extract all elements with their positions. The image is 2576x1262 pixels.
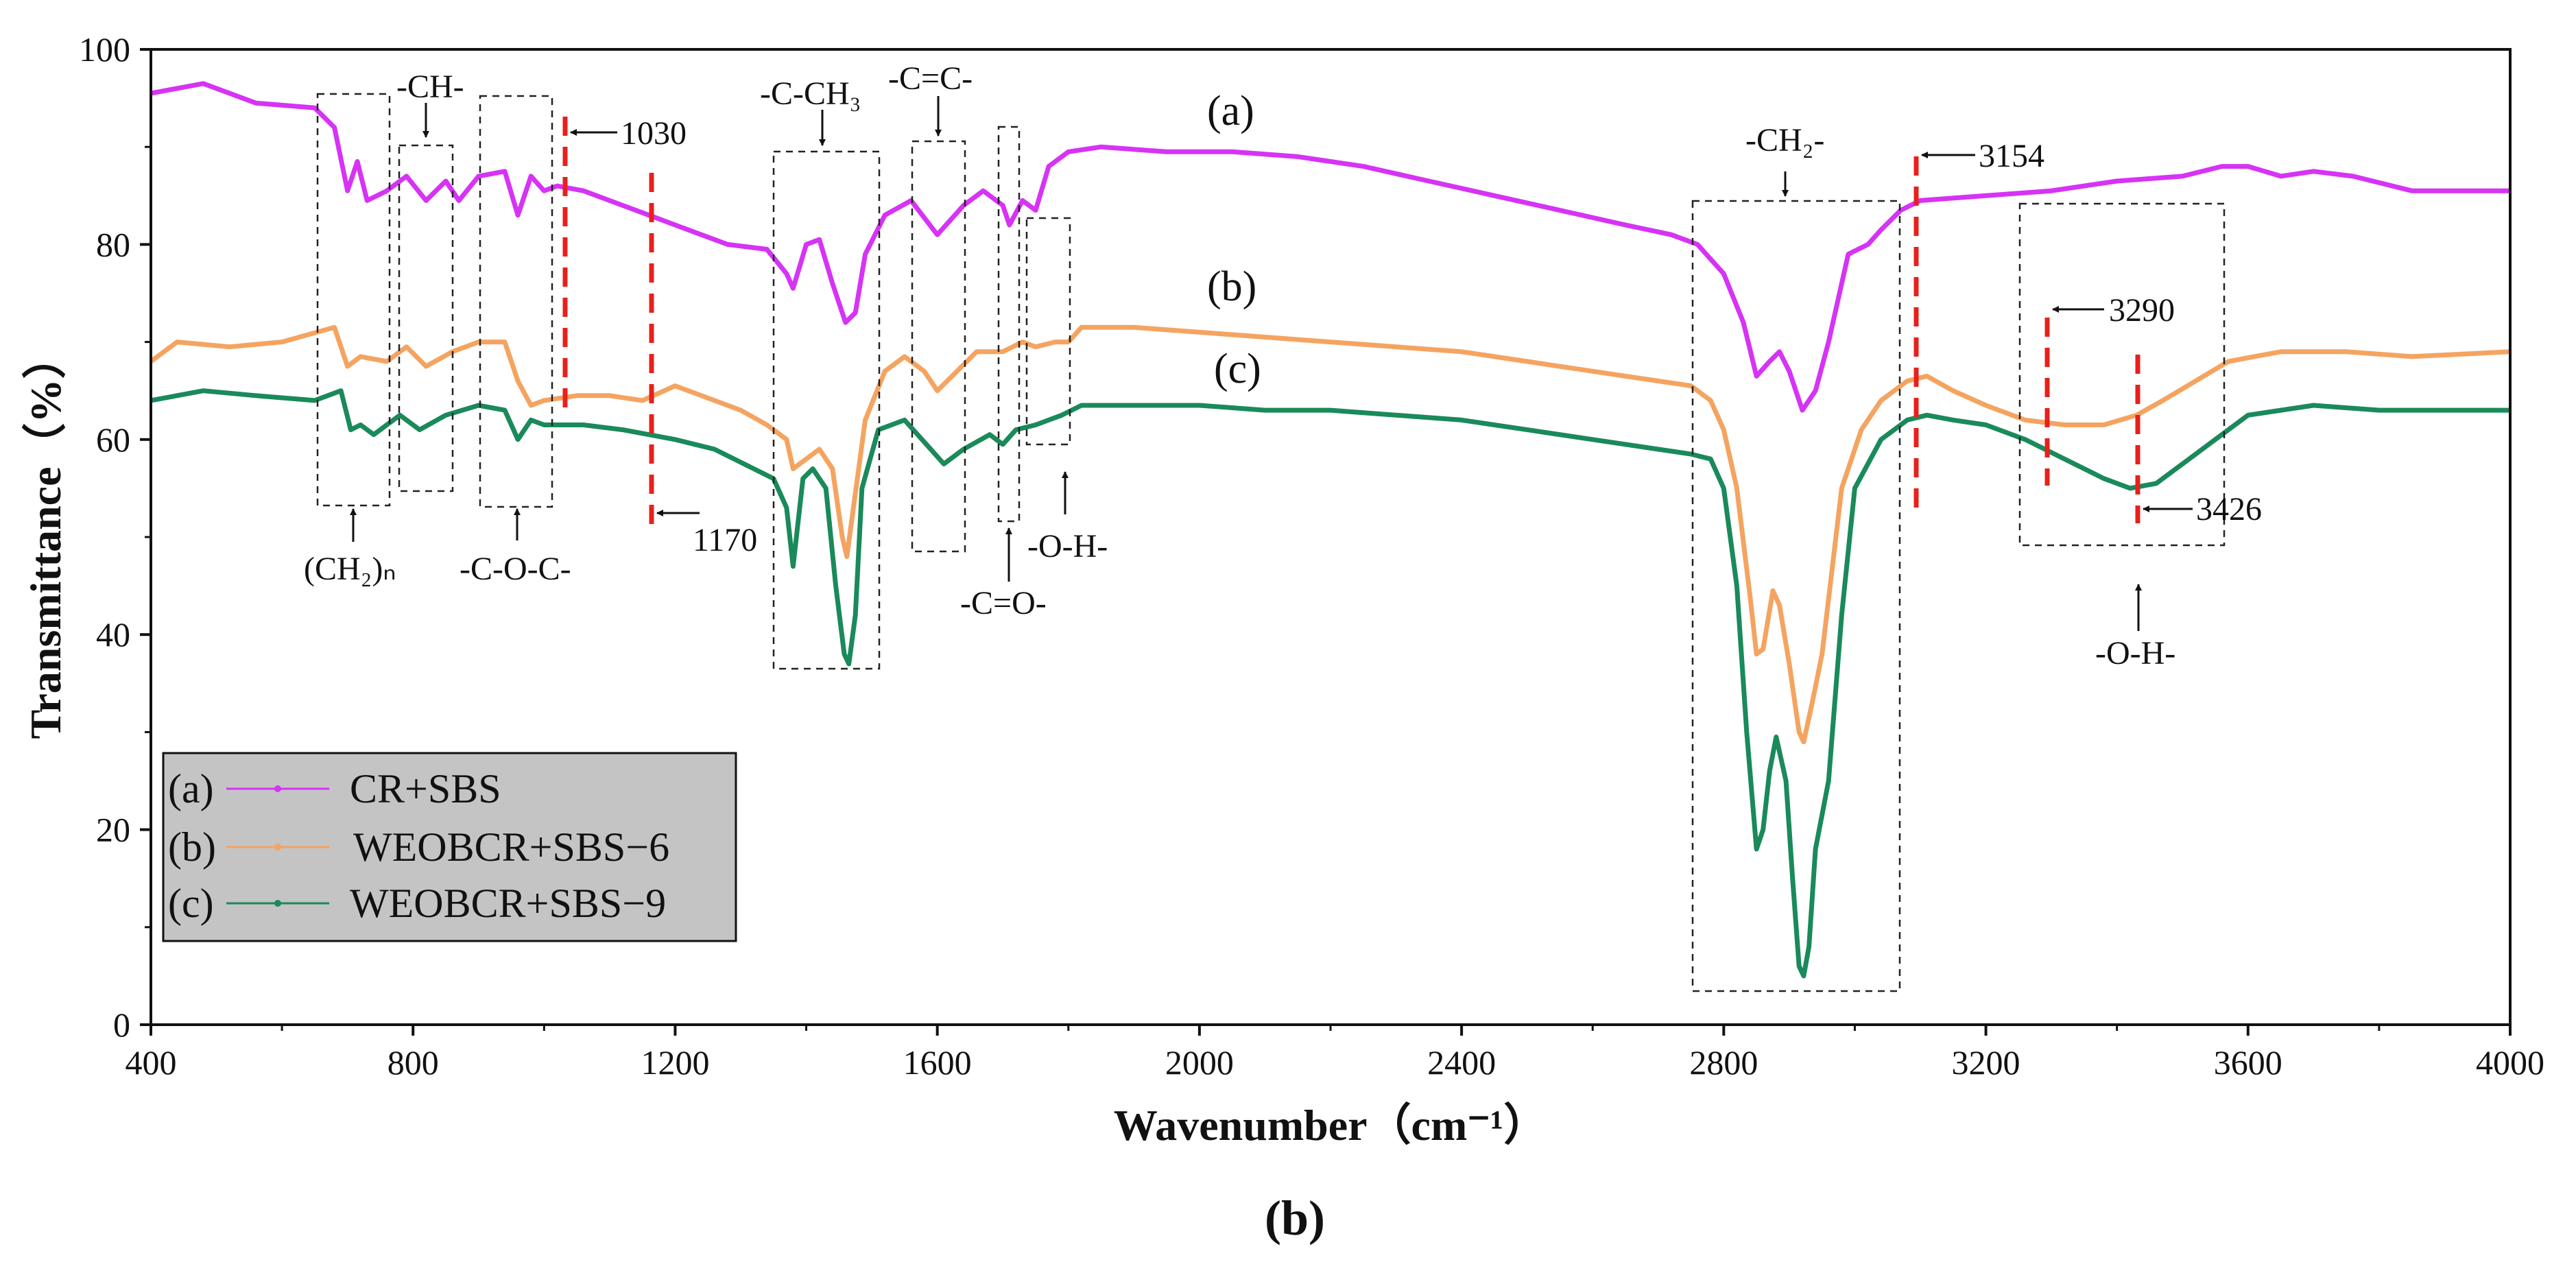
x-tick-label: 2000 bbox=[1165, 1043, 1234, 1082]
label-3154: 3154 bbox=[1979, 138, 2044, 174]
label-ch2: -CH₂- bbox=[1745, 122, 1824, 158]
label-1030: 1030 bbox=[621, 115, 687, 152]
legend-marker-c bbox=[274, 900, 281, 907]
annotation-labels: (CH₂)ₙ -CH- -C-O-C- 1030 1170 -C-CH₃ -C=… bbox=[304, 60, 2262, 671]
series-tag-a: (a) bbox=[1207, 88, 1254, 134]
x-axis-title: Wavenumber（cm⁻¹） bbox=[1114, 1101, 1547, 1150]
series-tags: (a) (b) (c) bbox=[1207, 88, 1261, 392]
legend-marker-a bbox=[274, 785, 281, 792]
box-oh-high bbox=[2018, 202, 2226, 547]
box-ch bbox=[398, 144, 454, 492]
series-tag-c: (c) bbox=[1214, 346, 1261, 392]
box-ch2n bbox=[316, 93, 391, 507]
label-co: -C=O- bbox=[960, 585, 1047, 621]
legend-label-c: WEOBCR+SBS−9 bbox=[350, 881, 666, 926]
y-tick-label: 20 bbox=[96, 811, 130, 849]
series-line-0 bbox=[150, 81, 2510, 413]
x-tick-label: 2800 bbox=[1689, 1043, 1758, 1082]
x-tick-label: 2400 bbox=[1427, 1043, 1496, 1082]
legend: (a) CR+SBS (b) WEOBCR+SBS−6 (c) WEOBCR+S… bbox=[162, 752, 737, 942]
box-ch2 bbox=[1691, 200, 1901, 992]
label-oh-low: -O-H- bbox=[1027, 528, 1108, 564]
y-tick-label: 60 bbox=[96, 420, 130, 459]
label-cch3: -C-CH₃ bbox=[760, 75, 861, 112]
label-ch: -CH- bbox=[396, 69, 464, 105]
figure-caption: (b) bbox=[1265, 1191, 1325, 1246]
x-tick-label: 1600 bbox=[903, 1043, 972, 1082]
legend-label-a: CR+SBS bbox=[350, 766, 501, 811]
y-axis-title: Transmittance（%） bbox=[21, 335, 70, 739]
legend-tag-b: (b) bbox=[168, 824, 216, 870]
series-layer bbox=[149, 81, 2511, 979]
legend-tag-c: (c) bbox=[168, 881, 214, 926]
legend-tag-a: (a) bbox=[168, 766, 214, 811]
series-line-2 bbox=[150, 388, 2510, 979]
box-oh-low bbox=[1025, 217, 1071, 446]
x-tick-label: 3200 bbox=[1952, 1043, 2020, 1082]
label-ch2n: (CH₂)ₙ bbox=[304, 551, 396, 587]
x-tick-label: 400 bbox=[126, 1043, 177, 1082]
series-tag-b: (b) bbox=[1207, 263, 1256, 310]
box-cch3 bbox=[772, 150, 881, 670]
y-tick-label: 0 bbox=[113, 1005, 130, 1044]
label-1170: 1170 bbox=[693, 522, 757, 558]
series-line-1 bbox=[149, 324, 2511, 745]
legend-marker-b bbox=[274, 844, 281, 850]
y-tick-label: 40 bbox=[96, 615, 130, 654]
x-tick-label: 1200 bbox=[641, 1043, 709, 1082]
y-tick-label: 100 bbox=[79, 30, 130, 69]
box-co bbox=[997, 126, 1021, 523]
x-axis: 400 800 1200 1600 2000 2400 2800 3200 3600 4000 bbox=[126, 1025, 2544, 1082]
box-coc bbox=[479, 95, 553, 508]
box-cc bbox=[911, 140, 966, 553]
x-tick-label: 3600 bbox=[2214, 1043, 2282, 1082]
y-tick-label: 80 bbox=[96, 225, 130, 263]
x-tick-label: 800 bbox=[387, 1043, 439, 1082]
label-oh-high: -O-H- bbox=[2095, 635, 2175, 671]
marker-lines bbox=[562, 117, 2140, 524]
y-axis: 0 20 40 60 80 100 bbox=[79, 30, 151, 1044]
label-3426: 3426 bbox=[2196, 491, 2262, 527]
annotation-arrows bbox=[350, 96, 2193, 631]
label-3290: 3290 bbox=[2109, 292, 2175, 329]
label-coc: -C-O-C- bbox=[460, 551, 571, 587]
x-tick-label: 4000 bbox=[2476, 1043, 2544, 1082]
label-cc: -C=C- bbox=[888, 60, 973, 97]
legend-label-b: WEOBCR+SBS−6 bbox=[353, 824, 669, 870]
annotation-boxes bbox=[316, 93, 2226, 992]
